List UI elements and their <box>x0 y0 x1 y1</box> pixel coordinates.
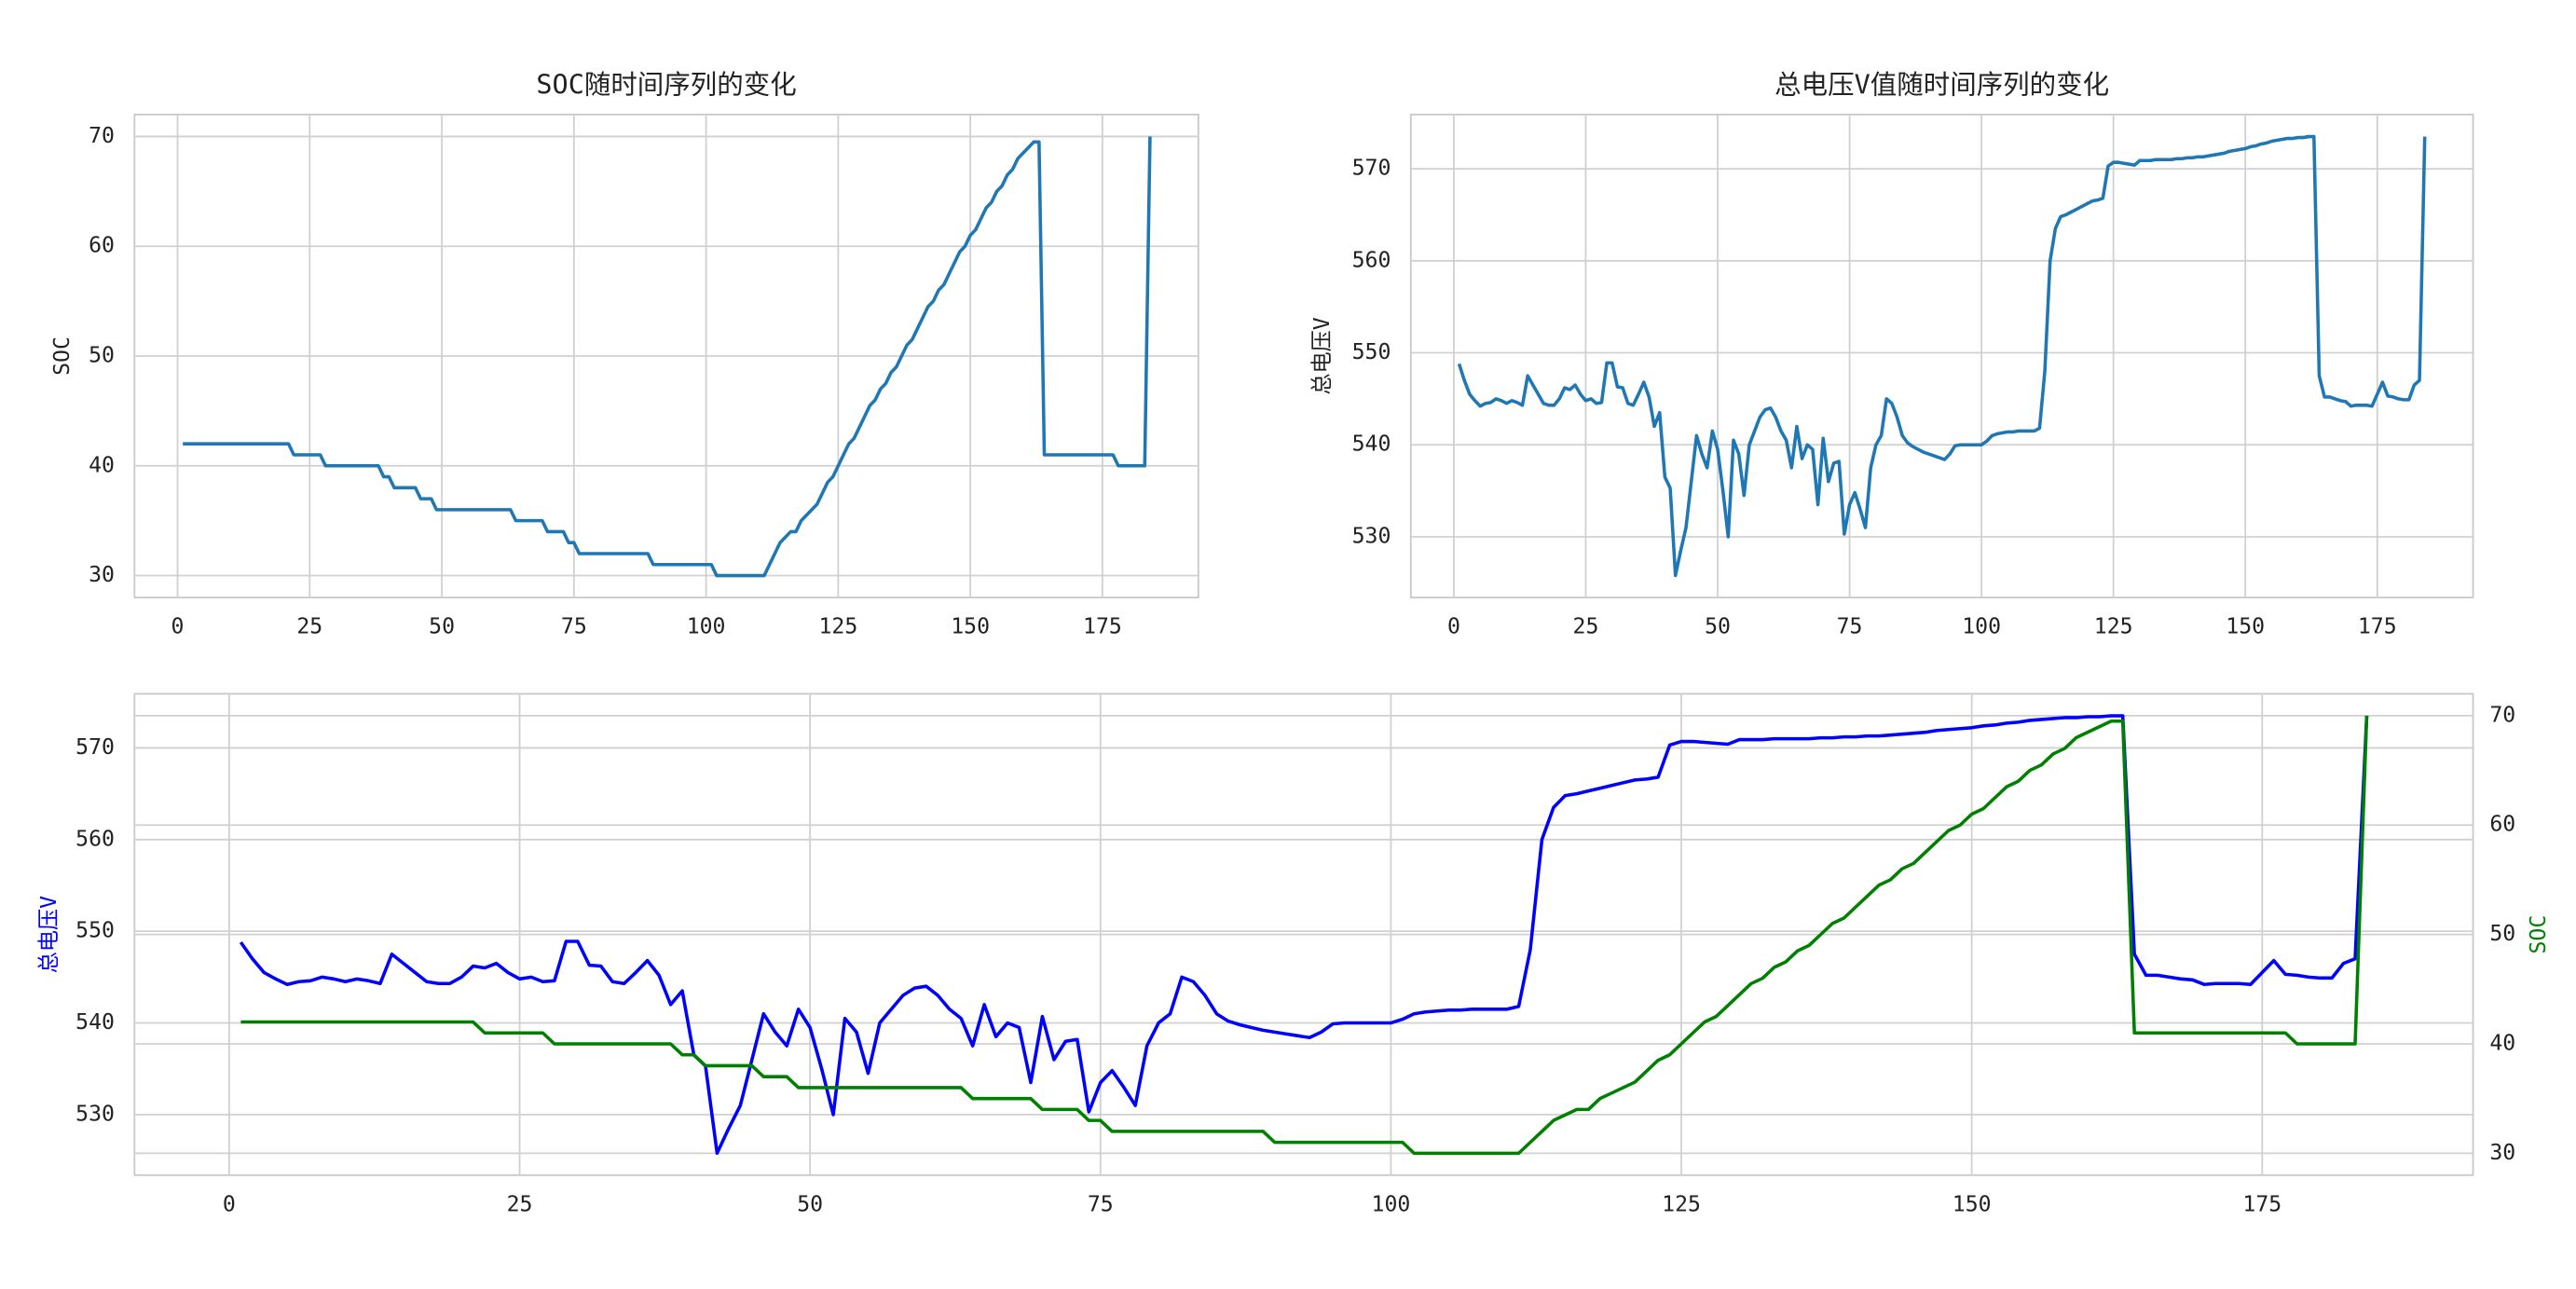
y-tick-label: 50 <box>89 343 115 367</box>
y2-tick-label: 40 <box>2489 1031 2515 1055</box>
data-line <box>239 714 2369 1156</box>
x-tick-label: 100 <box>1372 1192 1411 1216</box>
y-tick-label: 560 <box>75 827 115 851</box>
chart-title: SOC随时间序列的变化 <box>536 70 796 101</box>
y-axis-label: 总电压V <box>1310 317 1335 394</box>
x-tick-label: 100 <box>1962 615 2001 639</box>
y-tick-label: 70 <box>89 124 115 148</box>
y-tick-label: 550 <box>1352 340 1391 364</box>
x-tick-label: 100 <box>687 615 726 639</box>
x-tick-label: 50 <box>429 615 455 639</box>
y-tick-label: 550 <box>75 919 115 943</box>
data-line <box>240 715 2369 1156</box>
x-tick-label: 175 <box>1083 615 1122 639</box>
x-tick-label: 75 <box>561 615 587 639</box>
y-tick-label: 530 <box>75 1102 115 1126</box>
x-tick-label: 25 <box>507 1192 533 1216</box>
y-tick-label: 40 <box>89 453 115 477</box>
x-tick-label: 75 <box>1088 1192 1114 1216</box>
x-tick-label: 125 <box>1662 1192 1701 1216</box>
y2-tick-label: 30 <box>2489 1141 2515 1165</box>
x-tick-label: 75 <box>1837 615 1863 639</box>
x-tick-label: 0 <box>171 615 185 639</box>
x-tick-label: 0 <box>1447 615 1460 639</box>
y-tick-label: 570 <box>1352 157 1391 181</box>
data-line <box>183 136 1152 578</box>
x-tick-label: 50 <box>1705 615 1731 639</box>
y-tick-label: 540 <box>75 1010 115 1035</box>
x-tick-label: 25 <box>296 615 322 639</box>
y-tick-label: 60 <box>89 234 115 258</box>
y-axis-label: 总电压V <box>37 896 62 973</box>
x-tick-label: 0 <box>223 1192 236 1216</box>
y-tick-label: 560 <box>1352 248 1391 272</box>
y-tick-label: 530 <box>1352 524 1391 548</box>
x-tick-label: 125 <box>2094 615 2133 639</box>
x-tick-label: 175 <box>2358 615 2397 639</box>
x-tick-label: 150 <box>951 615 990 639</box>
y2-tick-label: 50 <box>2489 922 2515 946</box>
y-axis-label: SOC <box>50 336 75 376</box>
y-tick-label: 30 <box>89 563 115 587</box>
plot-frame <box>1409 113 2474 598</box>
x-tick-label: 50 <box>797 1192 823 1216</box>
x-tick-label: 175 <box>2242 1192 2281 1216</box>
x-tick-label: 25 <box>1573 615 1599 639</box>
y2-tick-label: 60 <box>2489 813 2515 837</box>
chart-title: 总电压V值随时间序列的变化 <box>1774 70 2109 101</box>
y-tick-label: 570 <box>75 735 115 760</box>
y-tick-label: 540 <box>1352 432 1391 457</box>
data-line <box>1457 134 2427 578</box>
x-tick-label: 150 <box>1953 1192 1992 1216</box>
y2-axis-label: SOC <box>2527 915 2551 954</box>
y2-tick-label: 70 <box>2489 703 2515 727</box>
x-tick-label: 150 <box>2226 615 2265 639</box>
x-tick-label: 125 <box>818 615 857 639</box>
